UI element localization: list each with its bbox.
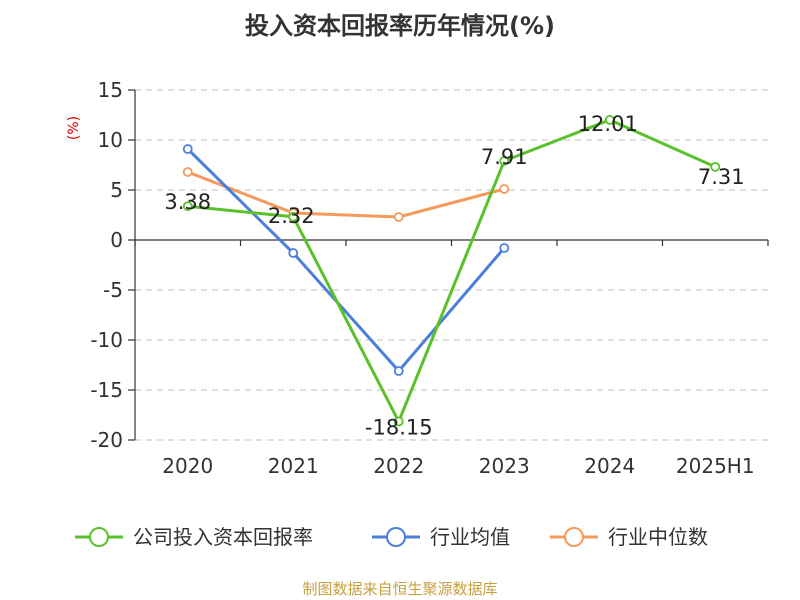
y-tick-label: -10 [90, 328, 123, 352]
data-point [604, 115, 615, 125]
gridlines [135, 89, 768, 441]
data-point [499, 243, 510, 253]
series-1 [182, 144, 510, 376]
data-label: 7.31 [698, 165, 745, 189]
y-axis-label: (%) [66, 116, 82, 140]
series-2 [182, 167, 510, 222]
x-tick-labels: 2020 2021 2022 2023 2024 2025H1 [162, 454, 754, 478]
data-point [288, 248, 299, 258]
y-tick-label: 15 [98, 78, 123, 102]
data-point [182, 167, 193, 177]
series-line [186, 147, 506, 374]
legend-label: 行业中位数 [608, 525, 708, 549]
series-lines [182, 115, 721, 427]
axes [128, 89, 769, 441]
x-tick-label: 2023 [479, 454, 530, 478]
chart-title: 投入资本回报率历年情况(%) [245, 12, 555, 40]
data-point [499, 184, 510, 194]
y-tick-labels: 15 10 5 0 -5 -10 -15 -20 [90, 78, 123, 452]
source-footer: 制图数据来自恒生聚源数据库 [302, 580, 497, 598]
y-tick-label: 10 [98, 128, 123, 152]
data-point [182, 144, 193, 154]
y-tick-label: -5 [103, 278, 123, 302]
data-labels: 3.38 2.32 -18.15 7.91 12.01 7.31 [164, 112, 744, 440]
legend-item-2: 行业中位数 [550, 525, 708, 549]
legend-swatch-marker [564, 527, 584, 547]
y-tick-label: -20 [90, 428, 123, 452]
legend-label: 公司投入资本回报率 [133, 525, 313, 549]
y-tick-label: -15 [90, 378, 123, 402]
data-point [393, 416, 404, 427]
data-label: 3.38 [164, 190, 211, 214]
y-tick-label: 5 [110, 178, 123, 202]
x-tick-label: 2025H1 [676, 454, 755, 478]
data-label: 7.91 [481, 145, 528, 169]
data-label: -18.15 [365, 416, 433, 440]
legend-item-0: 公司投入资本回报率 [75, 525, 313, 549]
data-point [710, 161, 721, 172]
data-point [182, 201, 193, 212]
legend-label: 行业均值 [430, 525, 510, 549]
series-0 [182, 115, 721, 427]
series-line [187, 118, 716, 426]
x-tick-label: 2022 [373, 454, 424, 478]
series-line [187, 170, 505, 219]
data-point [393, 366, 404, 376]
x-tick-label: 2024 [584, 454, 635, 478]
legend-swatch-marker [386, 527, 406, 547]
legend-item-1: 行业均值 [372, 525, 510, 549]
data-label: 2.32 [268, 204, 315, 228]
legend-swatch-marker [89, 527, 109, 547]
legend: 公司投入资本回报率 行业均值 行业中位数 [75, 525, 708, 549]
data-point [288, 211, 299, 222]
x-tick-label: 2020 [162, 454, 213, 478]
data-label: 12.01 [578, 112, 638, 136]
x-tick-label: 2021 [268, 454, 319, 478]
data-point [393, 212, 404, 222]
data-point [499, 155, 510, 166]
y-tick-label: 0 [110, 228, 123, 252]
